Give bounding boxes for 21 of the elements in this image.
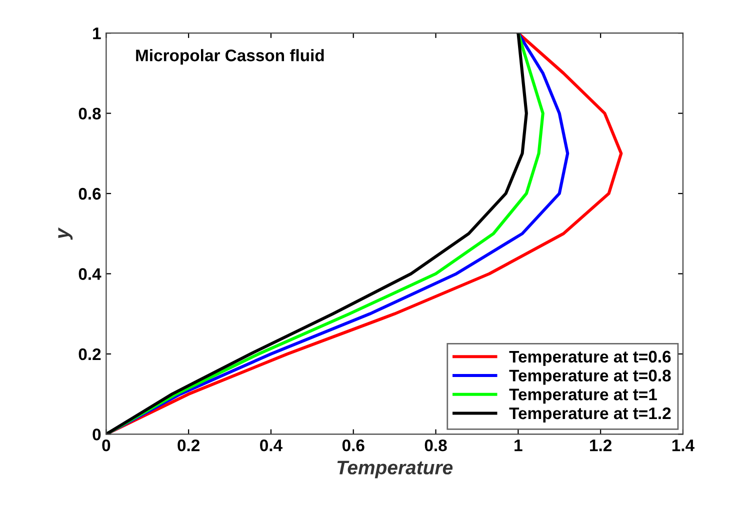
x-tick-label: 0.6 <box>342 439 364 452</box>
annotation: Micropolar Casson fluid <box>136 49 324 65</box>
x-tick-label: 0.4 <box>260 439 282 452</box>
y-tick-label: 0.2 <box>78 348 101 360</box>
y-tick-label: 0.8 <box>78 108 101 120</box>
x-tick-label: 1.2 <box>590 439 612 452</box>
x-tick-label: 1 <box>514 440 522 452</box>
legend-label: Temperature at t=1.2 <box>509 407 671 423</box>
x-tick-label: 0.8 <box>424 439 447 452</box>
x-tick-label: 0.2 <box>178 439 200 452</box>
y-tick-label: 0.4 <box>78 268 102 280</box>
y-tick-label: 0 <box>92 428 101 440</box>
x-tick-label: 1.4 <box>672 440 694 452</box>
y-axis-title: y <box>58 227 73 240</box>
legend-label: Temperature at t=1 <box>509 388 657 404</box>
x-tick-label: 0 <box>102 439 110 452</box>
y-tick-label: 1 <box>93 28 101 40</box>
legend-label: Temperature at t=0.8 <box>509 370 671 385</box>
y-tick-label: 0.6 <box>78 188 101 200</box>
legend-label: Temperature at t=0.6 <box>509 350 671 366</box>
x-axis-title: Temperature <box>337 460 453 478</box>
